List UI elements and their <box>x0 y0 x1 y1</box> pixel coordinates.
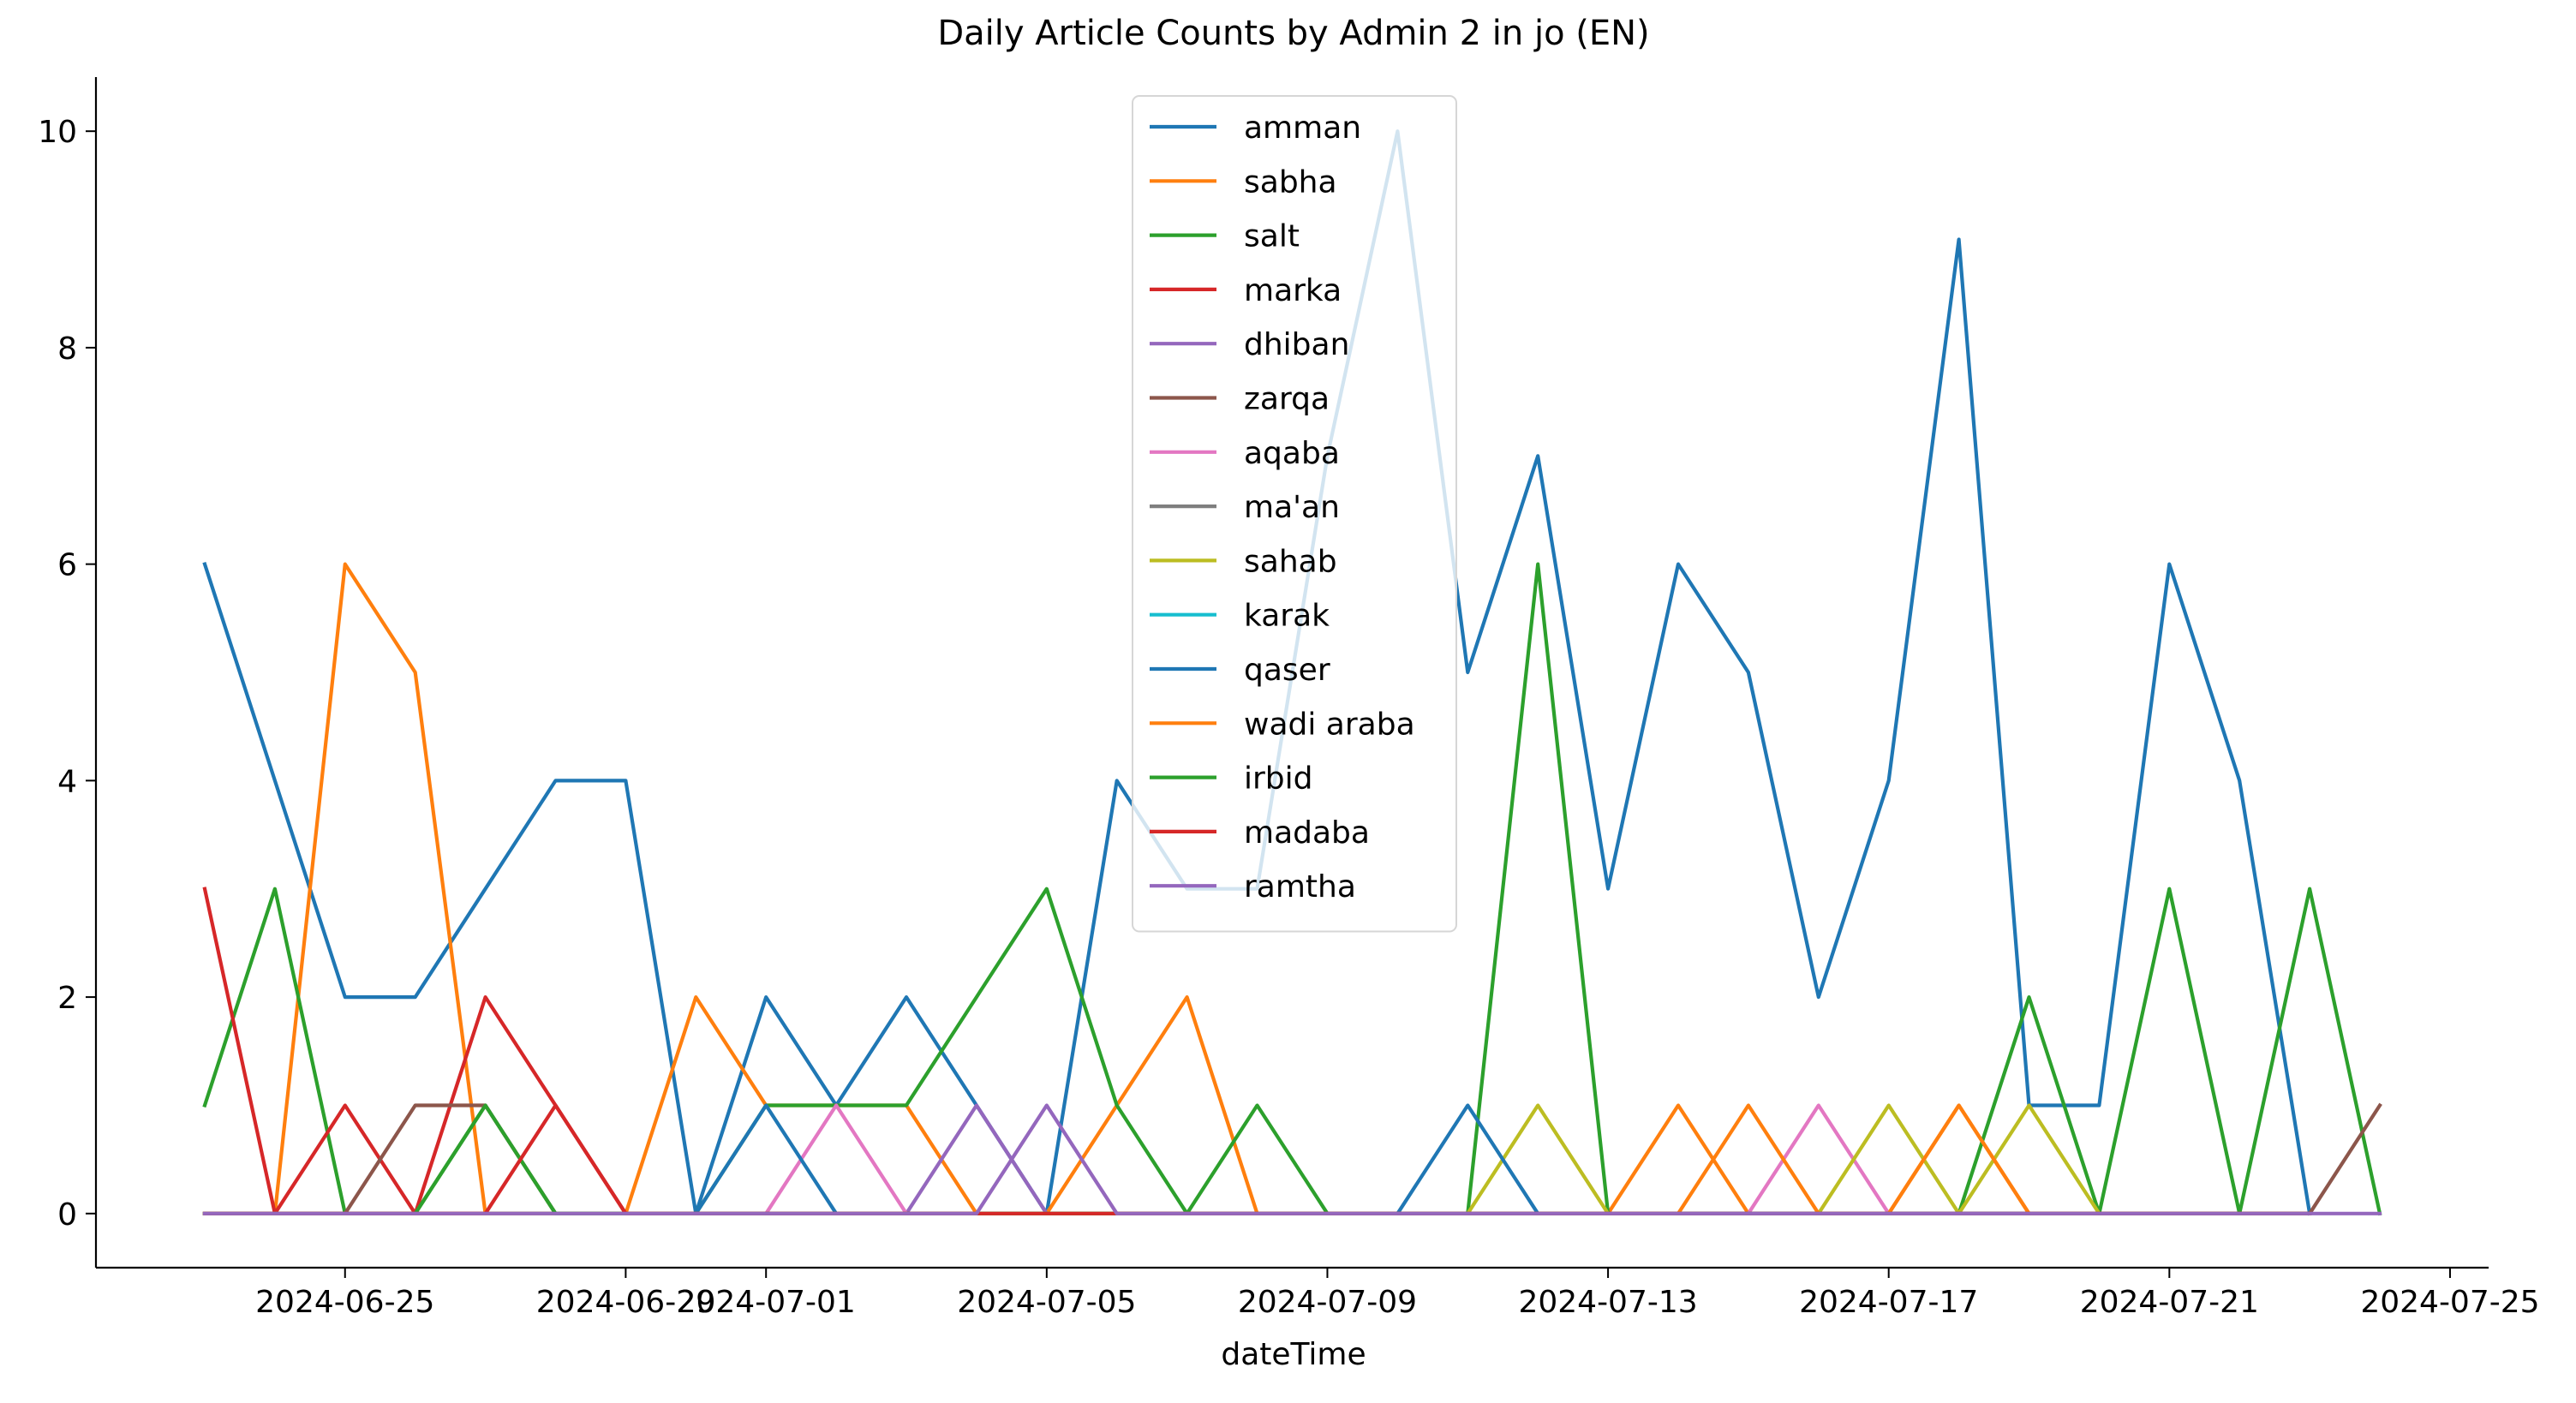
series-line <box>202 887 2312 1215</box>
legend-item: salt <box>1150 219 1300 254</box>
legend-item: aqaba <box>1150 436 1340 471</box>
legend-label: marka <box>1244 273 1342 308</box>
legend-item: dhiban <box>1150 327 1349 362</box>
legend-label: amman <box>1244 110 1361 146</box>
y-tick-label: 4 <box>57 764 77 799</box>
x-tick-label: 2024-07-05 <box>957 1285 1136 1320</box>
legend-label: salt <box>1244 219 1300 254</box>
x-tick-label: 2024-07-01 <box>677 1285 856 1320</box>
y-tick-label: 8 <box>57 331 77 367</box>
legend-label: aqaba <box>1244 436 1340 471</box>
legend-label: dhiban <box>1244 327 1349 362</box>
x-tick-label: 2024-07-21 <box>2080 1285 2259 1320</box>
legend-label: karak <box>1244 599 1330 634</box>
y-tick-label: 0 <box>57 1197 77 1233</box>
series-ramtha <box>202 1103 2382 1215</box>
legend-item: sahab <box>1150 544 1337 579</box>
x-axis-label: dateTime <box>1221 1337 1366 1372</box>
legend-item: irbid <box>1150 761 1313 797</box>
y-tick-label: 2 <box>57 981 77 1016</box>
legend: amman sabha salt marka dhiban zarqa aqaba ma'an… <box>1132 95 1457 933</box>
chart-title: Daily Article Counts by Admin 2 in jo (E… <box>937 14 1649 53</box>
series-marka <box>202 887 2312 1215</box>
legend-label: sahab <box>1244 544 1337 579</box>
legend-item: madaba <box>1150 815 1370 851</box>
y-tick-label: 6 <box>57 548 77 583</box>
x-tick-label: 2024-06-29 <box>536 1285 715 1320</box>
legend-label: qaser <box>1244 653 1330 688</box>
legend-label: ramtha <box>1244 869 1356 904</box>
legend-item: wadi araba <box>1150 707 1415 742</box>
x-tick-label: 2024-07-25 <box>2360 1285 2539 1320</box>
legend-label: madaba <box>1244 815 1370 851</box>
legend-item: zarqa <box>1150 382 1330 417</box>
legend-item: karak <box>1150 599 1330 634</box>
x-tick-label: 2024-07-17 <box>1799 1285 1978 1320</box>
legend-item: amman <box>1150 110 1361 146</box>
legend-label: irbid <box>1244 761 1313 797</box>
legend-item: ma'an <box>1150 490 1340 525</box>
legend-label: sabha <box>1244 164 1337 200</box>
legend-item: ramtha <box>1150 869 1356 904</box>
x-tick-label: 2024-07-09 <box>1238 1285 1417 1320</box>
legend-label: ma'an <box>1244 490 1340 525</box>
x-tick-label: 2024-07-13 <box>1518 1285 1697 1320</box>
series-line <box>202 1103 2382 1215</box>
legend-label: wadi araba <box>1244 707 1415 742</box>
x-tick-label: 2024-06-25 <box>255 1285 434 1320</box>
y-tick-label: 10 <box>38 115 77 150</box>
legend-item: marka <box>1150 273 1342 308</box>
legend-item: qaser <box>1150 653 1330 688</box>
legend-item: sabha <box>1150 164 1337 200</box>
legend-label: zarqa <box>1244 382 1330 417</box>
series-layer <box>202 129 2382 1216</box>
